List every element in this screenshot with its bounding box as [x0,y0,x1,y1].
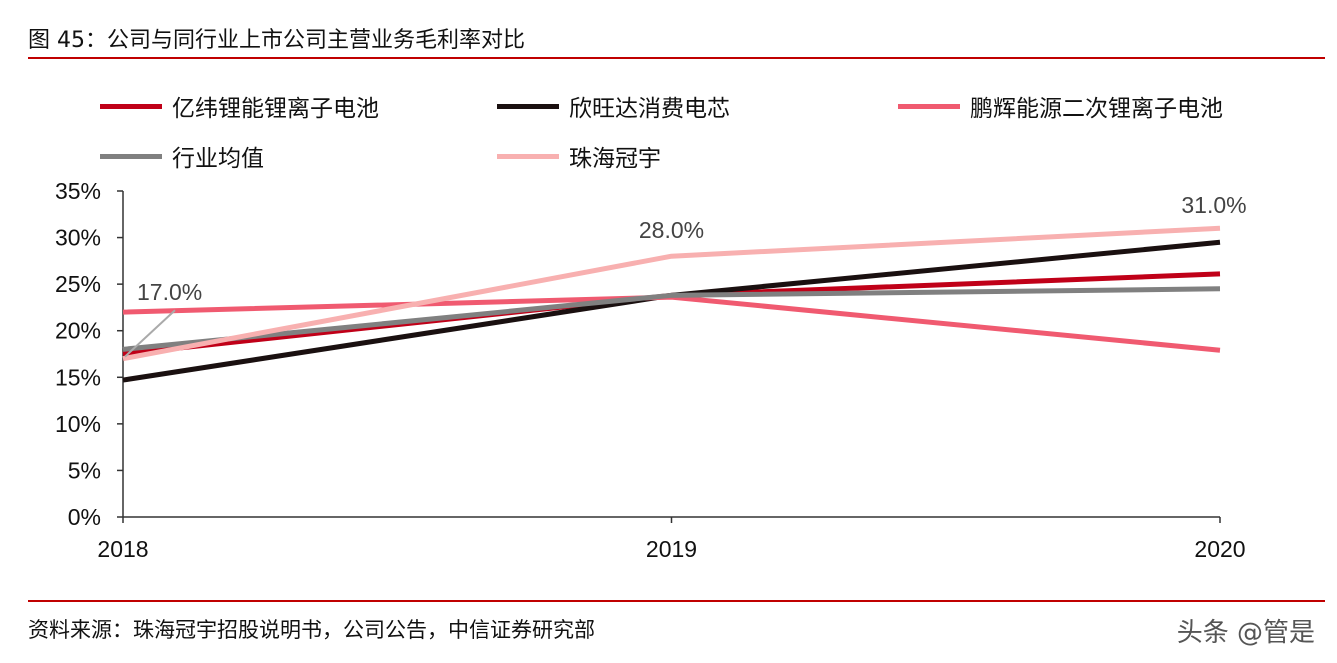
top-divider [28,57,1325,59]
x-tick-label: 2018 [97,536,148,562]
figure-title: 图 45：公司与同行业上市公司主营业务毛利率对比 [28,28,525,53]
legend-label: 亿纬锂能锂离子电池 [172,96,379,122]
legend-item: 亿纬锂能锂离子电池 [100,89,379,123]
bottom-divider [28,600,1325,602]
legend-label: 鹏辉能源二次锂离子电池 [970,96,1223,122]
legend-item: 珠海冠宇 [497,139,661,173]
y-tick-label: 10% [55,411,101,437]
legend-label: 行业均值 [172,146,264,172]
series-line [122,271,1221,357]
y-tick-label: 20% [55,318,101,344]
y-tick-label: 30% [55,225,101,251]
x-tick-label: 2019 [646,536,697,562]
data-label: 28.0% [639,217,704,243]
series-line [122,286,1221,352]
legend-label: 珠海冠宇 [569,146,661,172]
series-line [122,225,1221,362]
legend-swatch [898,103,960,109]
series-line [122,239,1221,383]
data-label: 17.0% [137,279,202,305]
legend-item: 欣旺达消费电芯 [497,89,730,123]
x-tick-label: 2020 [1194,536,1245,562]
y-tick-label: 15% [55,364,101,390]
legend-item: 鹏辉能源二次锂离子电池 [898,89,1223,123]
legend-swatch [497,153,559,159]
y-tick-label: 25% [55,271,101,297]
data-label: 31.0% [1181,192,1246,218]
y-tick-label: 5% [68,457,101,483]
legend-swatch [100,153,162,159]
data-label-leader [124,309,176,358]
legend-swatch [497,103,559,109]
legend-label: 欣旺达消费电芯 [569,96,730,122]
watermark: 头条 @管是 [1176,618,1315,648]
y-tick-label: 35% [55,178,101,204]
source-note: 资料来源：珠海冠宇招股说明书，公司公告，中信证券研究部 [28,618,595,642]
legend-swatch [100,103,162,109]
y-tick-label: 0% [68,504,101,530]
legend-item: 行业均值 [100,139,264,173]
series-line [122,294,1221,353]
